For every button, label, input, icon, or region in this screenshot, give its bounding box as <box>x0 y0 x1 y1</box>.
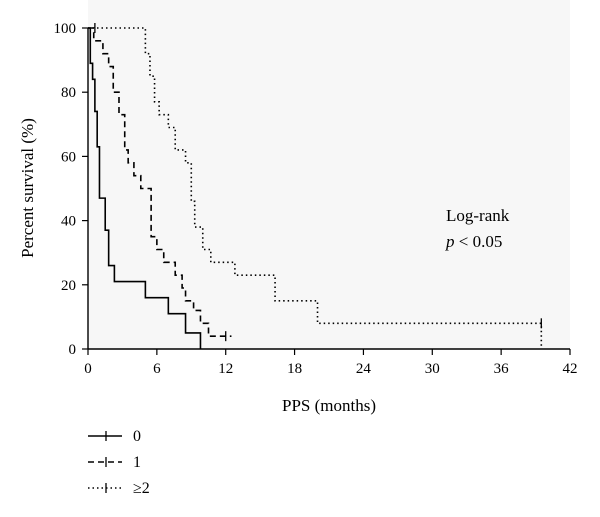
legend-label-2: ≥2 <box>133 480 150 497</box>
x-tick-label: 24 <box>356 361 372 377</box>
y-tick-label: 60 <box>61 149 76 165</box>
y-tick-label: 100 <box>54 21 77 37</box>
annotation-line1: Log-rank <box>446 206 510 225</box>
legend-label-1: 1 <box>133 454 141 471</box>
annotation-line2: p < 0.05 <box>445 232 502 251</box>
x-tick-label: 0 <box>84 361 92 377</box>
x-tick-label: 12 <box>218 361 233 377</box>
y-tick-label: 20 <box>61 278 76 294</box>
series-line-0 <box>88 27 202 349</box>
x-tick-label: 6 <box>153 361 161 377</box>
plot-background <box>88 0 570 349</box>
y-tick-label: 0 <box>69 342 77 358</box>
axes: 0 6 12 18 24 30 36 42 0 20 40 60 80 100 <box>54 21 578 377</box>
legend-label-0: 0 <box>133 428 141 445</box>
x-tick-label: 36 <box>494 361 510 377</box>
series-layer <box>88 23 543 349</box>
x-tick-label: 30 <box>425 361 440 377</box>
x-axis-title: PPS (months) <box>282 396 376 415</box>
annotation-p: p <box>445 232 455 251</box>
y-tick-label: 80 <box>61 85 76 101</box>
x-tick-label: 18 <box>287 361 302 377</box>
log-rank-annotation: Log-rank p < 0.05 <box>445 206 510 251</box>
x-tick-label: 42 <box>563 361 578 377</box>
y-tick-label: 40 <box>61 214 76 230</box>
legend: 0 1 ≥2 <box>88 428 150 497</box>
series-line-2 <box>88 27 543 349</box>
annotation-rest: < 0.05 <box>455 232 503 251</box>
y-axis-title: Percent survival (%) <box>18 118 37 258</box>
